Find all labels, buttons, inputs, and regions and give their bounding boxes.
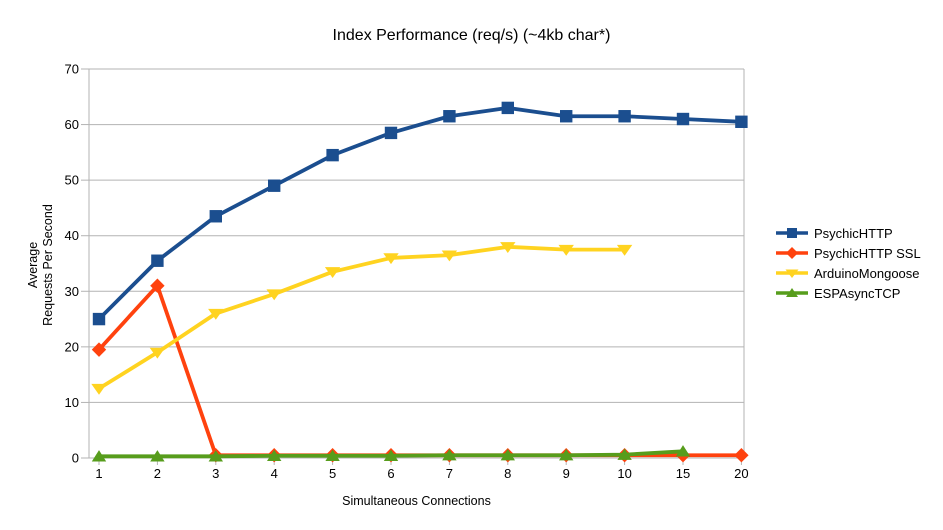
legend-item-psychichttp: PsychicHTTP [775, 223, 921, 243]
tick-labels: 0 10 20 30 40 50 60 70 1 2 3 4 5 6 7 8 9 10 15 20 [65, 62, 749, 482]
x-tick-label: 2 [154, 466, 161, 481]
x-tick-label: 5 [329, 466, 336, 481]
legend-label: ArduinoMongoose [814, 265, 920, 281]
x-tick-label: 3 [212, 466, 219, 481]
y-tick-label: 50 [65, 173, 79, 188]
x-tick-label: 10 [617, 466, 631, 481]
x-tick-label: 4 [271, 466, 278, 481]
square-series-swatch-icon [776, 228, 808, 238]
x-axis-title: Simultaneous Connections [342, 494, 491, 508]
legend-item-psychichttp-ssl: PsychicHTTP SSL [775, 243, 921, 263]
y-axis-title-line1: Average [26, 241, 40, 289]
y-tick-label: 40 [65, 228, 79, 243]
diamond-series-swatch-icon [776, 247, 808, 259]
y-tick-label: 60 [65, 117, 79, 132]
legend-label: PsychicHTTP SSL [814, 245, 921, 261]
series-psychichttp [92, 101, 748, 326]
y-axis-title: Average Requests Per Second [26, 180, 56, 350]
y-tick-label: 30 [65, 284, 79, 299]
triangle-up-series-swatch-icon [776, 288, 808, 297]
legend-item-arduinomongoose: ArduinoMongoose [775, 263, 921, 283]
series-arduinomongoose [91, 242, 633, 395]
x-tick-label: 1 [95, 466, 102, 481]
y-tick-label: 10 [65, 395, 79, 410]
x-tick-label: 15 [676, 466, 690, 481]
x-tick-label: 8 [504, 466, 511, 481]
y-tick-label: 70 [65, 62, 79, 77]
y-axis-title-line2: Requests Per Second [41, 204, 55, 326]
legend-label: ESPAsyncTCP [814, 285, 901, 301]
triangle-down-series-swatch-icon [776, 269, 808, 278]
x-tick-label: 6 [387, 466, 394, 481]
legend: PsychicHTTP PsychicHTTP SSL ArduinoMongoos… [775, 223, 921, 303]
legend-label: PsychicHTTP [814, 225, 893, 241]
series-espasynctcp [91, 445, 691, 462]
x-tick-label: 9 [563, 466, 570, 481]
x-tick-label: 20 [734, 466, 748, 481]
y-tick-label: 0 [72, 451, 79, 466]
legend-item-espasynctcp: ESPAsyncTCP [775, 283, 921, 303]
y-tick-label: 20 [65, 339, 79, 354]
series-psychichttp-ssl [91, 278, 749, 463]
chart-title: Index Performance (req/s) (~4kb char*) [332, 27, 611, 44]
x-tick-label: 7 [446, 466, 453, 481]
